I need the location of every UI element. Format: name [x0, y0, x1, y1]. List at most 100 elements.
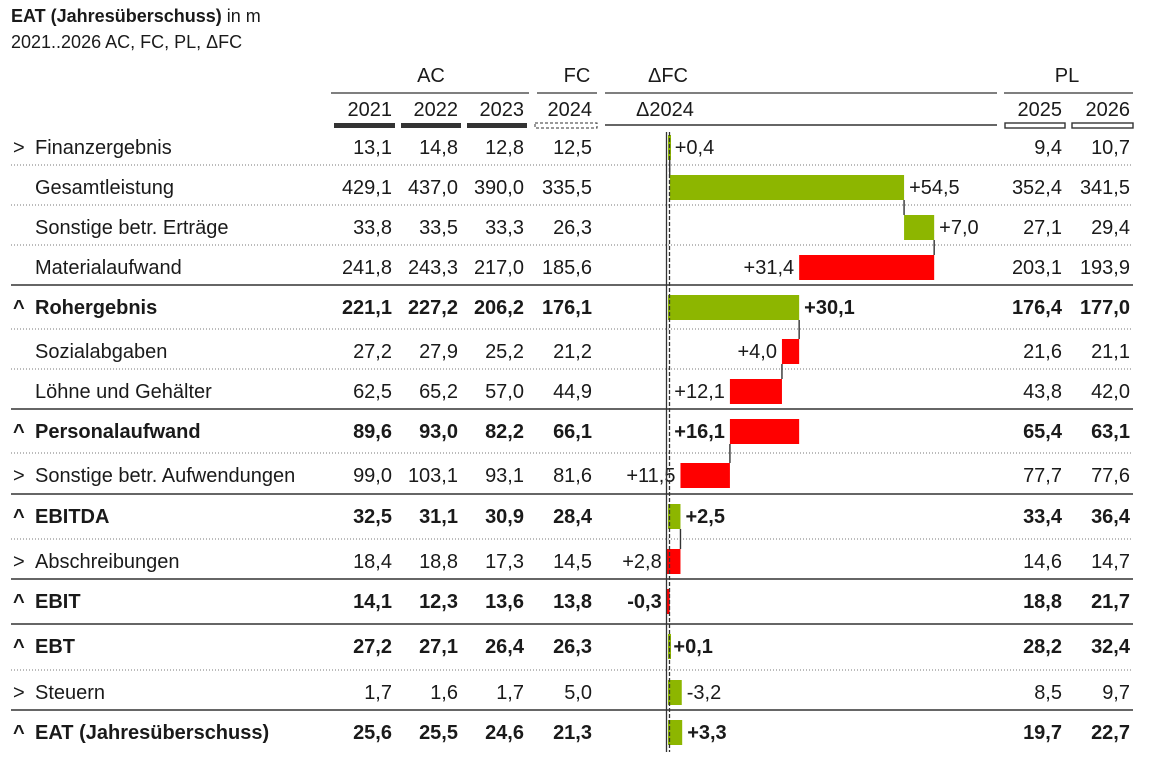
row-label: Personalaufwand — [35, 421, 201, 443]
value-cell: 341,5 — [1080, 177, 1130, 199]
value-cell: 8,5 — [1034, 682, 1062, 704]
delta-label: +0,1 — [673, 636, 712, 658]
value-cell: 9,7 — [1102, 682, 1130, 704]
value-cell: 26,3 — [553, 636, 592, 658]
chart-title: EAT (Jahresüberschuss) in m — [11, 6, 261, 27]
value-cell: 176,4 — [1012, 297, 1063, 319]
value-cell: 77,7 — [1023, 465, 1062, 487]
value-cell: 429,1 — [342, 177, 392, 199]
group-header-fc: FC — [564, 65, 591, 87]
value-cell: 12,3 — [419, 591, 458, 613]
value-cell: 21,2 — [553, 341, 592, 363]
row-label: Abschreibungen — [35, 551, 180, 573]
value-cell: 390,0 — [474, 177, 524, 199]
row-toggle-icon: > — [13, 551, 25, 573]
column-header: 2023 — [480, 99, 525, 121]
row-label: Rohergebnis — [35, 297, 157, 319]
value-cell: 33,3 — [485, 217, 524, 239]
value-cell: 12,5 — [553, 137, 592, 159]
value-cell: 1,6 — [430, 682, 458, 704]
row-label: Löhne und Gehälter — [35, 381, 212, 403]
value-cell: 25,5 — [419, 722, 458, 744]
value-cell: 221,1 — [342, 297, 392, 319]
row-toggle-icon: ^ — [13, 636, 25, 658]
value-cell: 14,5 — [553, 551, 592, 573]
value-cell: 32,5 — [353, 506, 392, 528]
value-cell: 437,0 — [408, 177, 458, 199]
delta-bar — [904, 215, 935, 240]
delta-label: +54,5 — [909, 177, 960, 199]
group-header-dfc: ΔFC — [648, 65, 688, 87]
delta-label: +0,4 — [675, 137, 714, 159]
value-cell: 13,1 — [353, 137, 392, 159]
row-toggle-icon: ^ — [13, 722, 25, 744]
row-label: EAT (Jahresüberschuss) — [35, 722, 269, 744]
value-cell: 13,8 — [553, 591, 592, 613]
delta-label: +30,1 — [804, 297, 855, 319]
delta-bar — [668, 720, 683, 745]
row-toggle-icon: ^ — [13, 421, 25, 443]
delta-label: +16,1 — [674, 421, 725, 443]
value-cell: 5,0 — [564, 682, 592, 704]
value-cell: 26,3 — [553, 217, 592, 239]
delta-bar — [729, 379, 782, 404]
value-cell: 28,4 — [553, 506, 593, 528]
row-label: Steuern — [35, 682, 105, 704]
value-cell: 93,0 — [419, 421, 458, 443]
delta-label: +2,8 — [622, 551, 661, 573]
value-cell: 93,1 — [485, 465, 524, 487]
delta-label: -0,3 — [627, 591, 661, 613]
value-cell: 33,8 — [353, 217, 392, 239]
value-cell: 18,8 — [1023, 591, 1062, 613]
row-label: Materialaufwand — [35, 257, 182, 279]
value-cell: 22,7 — [1091, 722, 1130, 744]
value-cell: 176,1 — [542, 297, 592, 319]
row-label: Sonstige betr. Erträge — [35, 217, 228, 239]
scenario-bar-pl — [1071, 122, 1134, 129]
value-cell: 27,2 — [353, 341, 392, 363]
delta-bar — [669, 175, 905, 200]
value-cell: 18,8 — [419, 551, 458, 573]
value-cell: 28,2 — [1023, 636, 1062, 658]
value-cell: 14,7 — [1091, 551, 1130, 573]
delta-label: +11,5 — [626, 465, 675, 487]
column-header: 2024 — [548, 99, 593, 121]
value-cell: 352,4 — [1012, 177, 1062, 199]
value-cell: 206,2 — [474, 297, 524, 319]
value-cell: 26,4 — [485, 636, 525, 658]
row-label: Sonstige betr. Aufwendungen — [35, 465, 295, 487]
row-toggle-icon: ^ — [13, 297, 25, 319]
column-header: 2021 — [348, 99, 393, 121]
value-cell: 27,1 — [1023, 217, 1062, 239]
delta-bar — [680, 463, 730, 488]
value-cell: 18,4 — [353, 551, 392, 573]
column-header: 2025 — [1018, 99, 1063, 121]
value-cell: 241,8 — [342, 257, 392, 279]
delta-bar — [666, 549, 681, 574]
value-cell: 33,4 — [1023, 506, 1063, 528]
row-label: Sozialabgaben — [35, 341, 167, 363]
delta-bar — [799, 255, 935, 280]
delta-label: +3,3 — [687, 722, 726, 744]
value-cell: 25,2 — [485, 341, 524, 363]
value-cell: 13,6 — [485, 591, 524, 613]
row-toggle-icon: ^ — [13, 591, 25, 613]
value-cell: 44,9 — [553, 381, 592, 403]
value-cell: 335,5 — [542, 177, 592, 199]
value-cell: 21,6 — [1023, 341, 1062, 363]
value-cell: 14,1 — [353, 591, 392, 613]
value-cell: 177,0 — [1080, 297, 1130, 319]
delta-bar — [781, 339, 800, 364]
delta-bar — [729, 419, 800, 444]
value-cell: 63,1 — [1091, 421, 1130, 443]
delta-label: +4,0 — [737, 341, 776, 363]
value-cell: 103,1 — [408, 465, 458, 487]
delta-label: +12,1 — [674, 381, 725, 403]
scenario-bar-ac — [334, 123, 395, 128]
delta-bar — [666, 589, 670, 614]
delta-bar — [668, 504, 681, 529]
value-cell: 24,6 — [485, 722, 524, 744]
row-label: Finanzergebnis — [35, 137, 172, 159]
delta-label: +2,5 — [685, 506, 724, 528]
